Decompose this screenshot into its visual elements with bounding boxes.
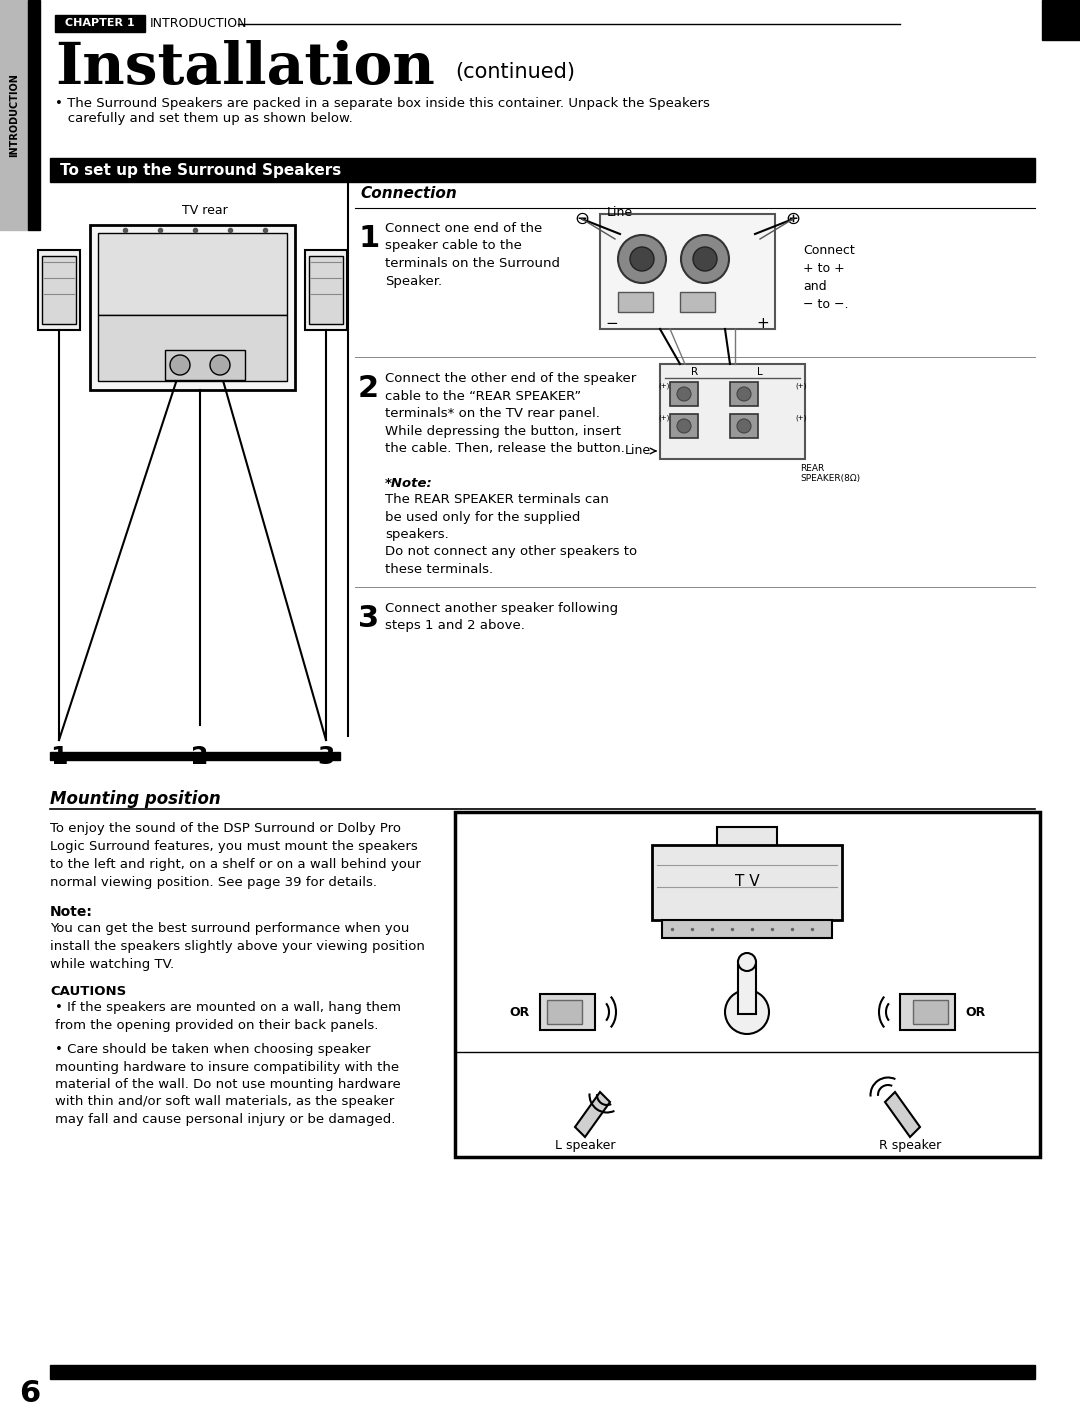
Bar [50,1365,1035,1380]
Text: L: L [757,366,762,376]
Text: CAUTIONS: CAUTIONS [50,985,126,998]
Text: INTRODUCTION: INTRODUCTION [9,74,19,157]
Text: Connect the other end of the speaker
cable to the “REAR SPEAKER”
terminals* on t: Connect the other end of the speaker cab… [384,372,636,456]
Bar [98,316,287,381]
Text: 3: 3 [357,604,379,633]
Bar [540,993,595,1030]
Text: 1: 1 [51,746,68,768]
Bar [618,291,653,311]
Text: R: R [691,366,699,376]
Circle shape [737,419,751,433]
Text: Connect another speaker following
steps 1 and 2 above.: Connect another speaker following steps … [384,601,618,633]
Circle shape [170,355,190,375]
Text: 2: 2 [191,746,208,768]
Text: Connect
+ to +
and
− to −.: Connect + to + and − to −. [804,243,854,311]
Bar [913,1000,948,1024]
Circle shape [210,355,230,375]
Text: • If the speakers are mounted on a wall, hang them
from the opening provided on : • If the speakers are mounted on a wall,… [55,1000,401,1032]
Bar [55,16,145,33]
Bar [660,364,805,458]
Bar [717,826,777,848]
Bar [309,256,343,324]
Text: OR: OR [510,1006,530,1019]
Text: • Care should be taken when choosing speaker
mounting hardware to insure compati: • Care should be taken when choosing spe… [55,1043,401,1126]
Circle shape [677,419,691,433]
Polygon shape [885,1092,920,1138]
Text: CHAPTER 1: CHAPTER 1 [65,18,135,28]
Bar [0,0,28,231]
Text: +: + [757,317,769,331]
Text: Note:: Note: [50,906,93,918]
Bar [455,812,1040,1157]
Circle shape [630,248,654,272]
Bar [38,250,80,330]
Bar [305,250,347,330]
Text: 1: 1 [357,224,379,253]
Circle shape [618,235,666,283]
Bar [600,214,775,330]
Text: (+): (+) [659,415,670,422]
Bar [546,1000,582,1024]
Bar [670,382,698,406]
Text: L speaker: L speaker [555,1139,616,1152]
Bar [50,751,340,760]
Bar [90,225,295,391]
Text: 2: 2 [357,374,379,403]
Circle shape [737,386,751,400]
Bar [730,382,758,406]
Text: REAR
SPEAKER(8Ω): REAR SPEAKER(8Ω) [800,464,860,484]
Bar [680,291,715,311]
Bar [652,845,842,920]
Circle shape [693,248,717,272]
Polygon shape [575,1092,610,1138]
Text: To set up the Surround Speakers: To set up the Surround Speakers [60,163,341,177]
Bar [50,158,1035,183]
Text: Connect one end of the
speaker cable to the
terminals on the Surround
Speaker.: Connect one end of the speaker cable to … [384,222,561,287]
Bar [42,256,76,324]
Text: carefully and set them up as shown below.: carefully and set them up as shown below… [55,112,353,125]
Bar [98,233,287,316]
Text: 6: 6 [19,1378,41,1408]
Text: Mounting position: Mounting position [50,790,220,808]
Text: (+): (+) [659,382,670,389]
Text: You can get the best surround performance when you
install the speakers slightly: You can get the best surround performanc… [50,923,424,971]
Text: OR: OR [964,1006,985,1019]
Text: Line: Line [625,444,651,457]
Text: R speaker: R speaker [879,1139,941,1152]
Text: (+): (+) [795,382,807,389]
Text: (continued): (continued) [455,62,575,82]
Bar [28,0,40,231]
Text: Installation: Installation [55,40,435,96]
Circle shape [725,990,769,1034]
Text: ⊕: ⊕ [785,209,800,228]
Bar [738,962,756,1015]
Bar [1042,0,1080,40]
Text: Connection: Connection [360,187,457,201]
Circle shape [681,235,729,283]
Bar [662,920,832,938]
Text: (+): (+) [795,415,807,422]
Text: 3: 3 [318,746,335,768]
Circle shape [738,952,756,971]
Bar [730,415,758,439]
Text: −: − [606,317,619,331]
Text: T V: T V [734,874,759,890]
Text: • The Surround Speakers are packed in a separate box inside this container. Unpa: • The Surround Speakers are packed in a … [55,98,710,110]
Text: *Note:: *Note: [384,477,433,490]
Circle shape [677,386,691,400]
Bar [165,350,245,381]
Text: ⊖: ⊖ [575,209,590,228]
Bar [670,415,698,439]
Text: INTRODUCTION: INTRODUCTION [150,17,247,30]
Text: TV rear: TV rear [183,204,228,216]
Text: To enjoy the sound of the DSP Surround or Dolby Pro
Logic Surround features, you: To enjoy the sound of the DSP Surround o… [50,822,421,889]
Text: Line: Line [607,205,633,218]
Bar [900,993,955,1030]
Text: The REAR SPEAKER terminals can
be used only for the supplied
speakers.
Do not co: The REAR SPEAKER terminals can be used o… [384,492,637,576]
